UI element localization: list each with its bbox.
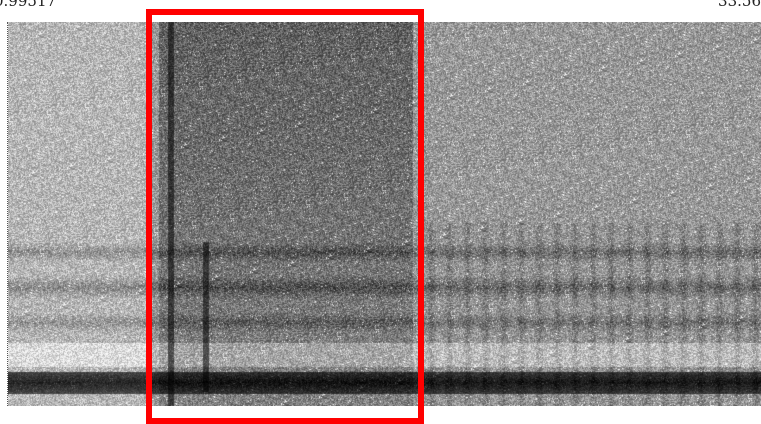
spectrogram-view[interactable] [8,22,761,406]
end-time-label: 33.56 [718,0,761,10]
selection-rectangle[interactable] [146,9,424,424]
start-time-label: 0.99517 [0,0,57,10]
time-axis-marker [7,22,8,406]
